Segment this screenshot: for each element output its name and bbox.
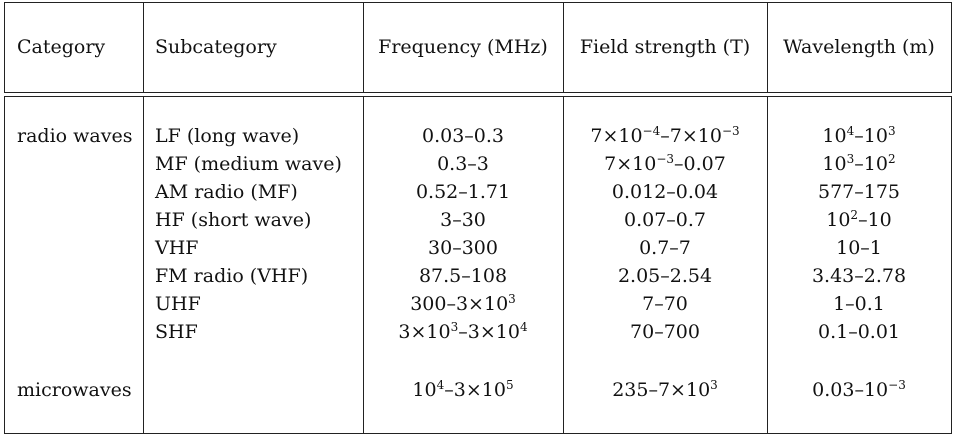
body-box	[4, 96, 952, 434]
cell-field-strength: 0.012–0.04	[611, 181, 719, 203]
cell-wavelength: 0.03–10−3	[812, 378, 906, 401]
cell-frequency: 0.03–0.3	[421, 125, 505, 147]
cell-field-strength: 0.07–0.7	[623, 209, 707, 231]
cell-wavelength: 577–175	[817, 181, 901, 203]
cell-wavelength: 102–10	[826, 208, 892, 231]
cell-wavelength: 10–1	[836, 237, 882, 259]
header-subcategory: Subcategory	[155, 36, 277, 58]
cell-subcategory: MF (medium wave)	[155, 153, 342, 175]
cell-frequency: 30–300	[428, 237, 498, 259]
cell-wavelength: 1–0.1	[833, 293, 885, 315]
cell-wavelength: 0.1–0.01	[817, 321, 901, 343]
cell-field-strength: 235–7×103	[612, 378, 718, 401]
col-divider	[363, 96, 364, 434]
col-divider	[563, 2, 564, 93]
cell-frequency: 3×103–3×104	[398, 320, 528, 343]
cell-frequency: 87.5–108	[418, 265, 508, 287]
cell-field-strength: 7×10−4–7×10−3	[590, 124, 740, 147]
cell-subcategory: HF (short wave)	[155, 209, 312, 231]
cell-field-strength: 7×10−3–0.07	[604, 152, 726, 175]
cell-wavelength: 103–102	[822, 152, 896, 175]
cell-frequency: 0.52–1.71	[415, 181, 511, 203]
cell-subcategory: AM radio (MF)	[155, 181, 298, 203]
cell-subcategory: SHF	[155, 321, 198, 343]
cell-category: radio waves	[17, 125, 133, 147]
cell-subcategory: UHF	[155, 293, 201, 315]
header-box	[4, 2, 952, 93]
cell-wavelength: 104–103	[822, 124, 896, 147]
cell-frequency: 104–3×105	[412, 378, 514, 401]
cell-field-strength: 7–70	[642, 293, 688, 315]
col-divider	[563, 96, 564, 434]
cell-field-strength: 0.7–7	[639, 237, 691, 259]
header-frequency: Frequency (MHz)	[378, 36, 548, 58]
header-field-strength: Field strength (T)	[579, 36, 751, 58]
cell-frequency: 0.3–3	[437, 153, 489, 175]
header-category: Category	[17, 36, 106, 58]
cell-field-strength: 70–700	[630, 321, 700, 343]
header-wavelength: Wavelength (m)	[783, 36, 935, 58]
cell-frequency: 300–3×103	[410, 292, 516, 315]
cell-subcategory: FM radio (VHF)	[155, 265, 309, 287]
col-divider	[363, 2, 364, 93]
cell-wavelength: 3.43–2.78	[811, 265, 907, 287]
cell-category: microwaves	[17, 379, 132, 401]
col-divider	[143, 96, 144, 434]
cell-field-strength: 2.05–2.54	[617, 265, 713, 287]
cell-subcategory: VHF	[155, 237, 199, 259]
cell-subcategory: LF (long wave)	[155, 125, 300, 147]
col-divider	[767, 96, 768, 434]
cell-frequency: 3–30	[440, 209, 486, 231]
col-divider	[143, 2, 144, 93]
col-divider	[767, 2, 768, 93]
